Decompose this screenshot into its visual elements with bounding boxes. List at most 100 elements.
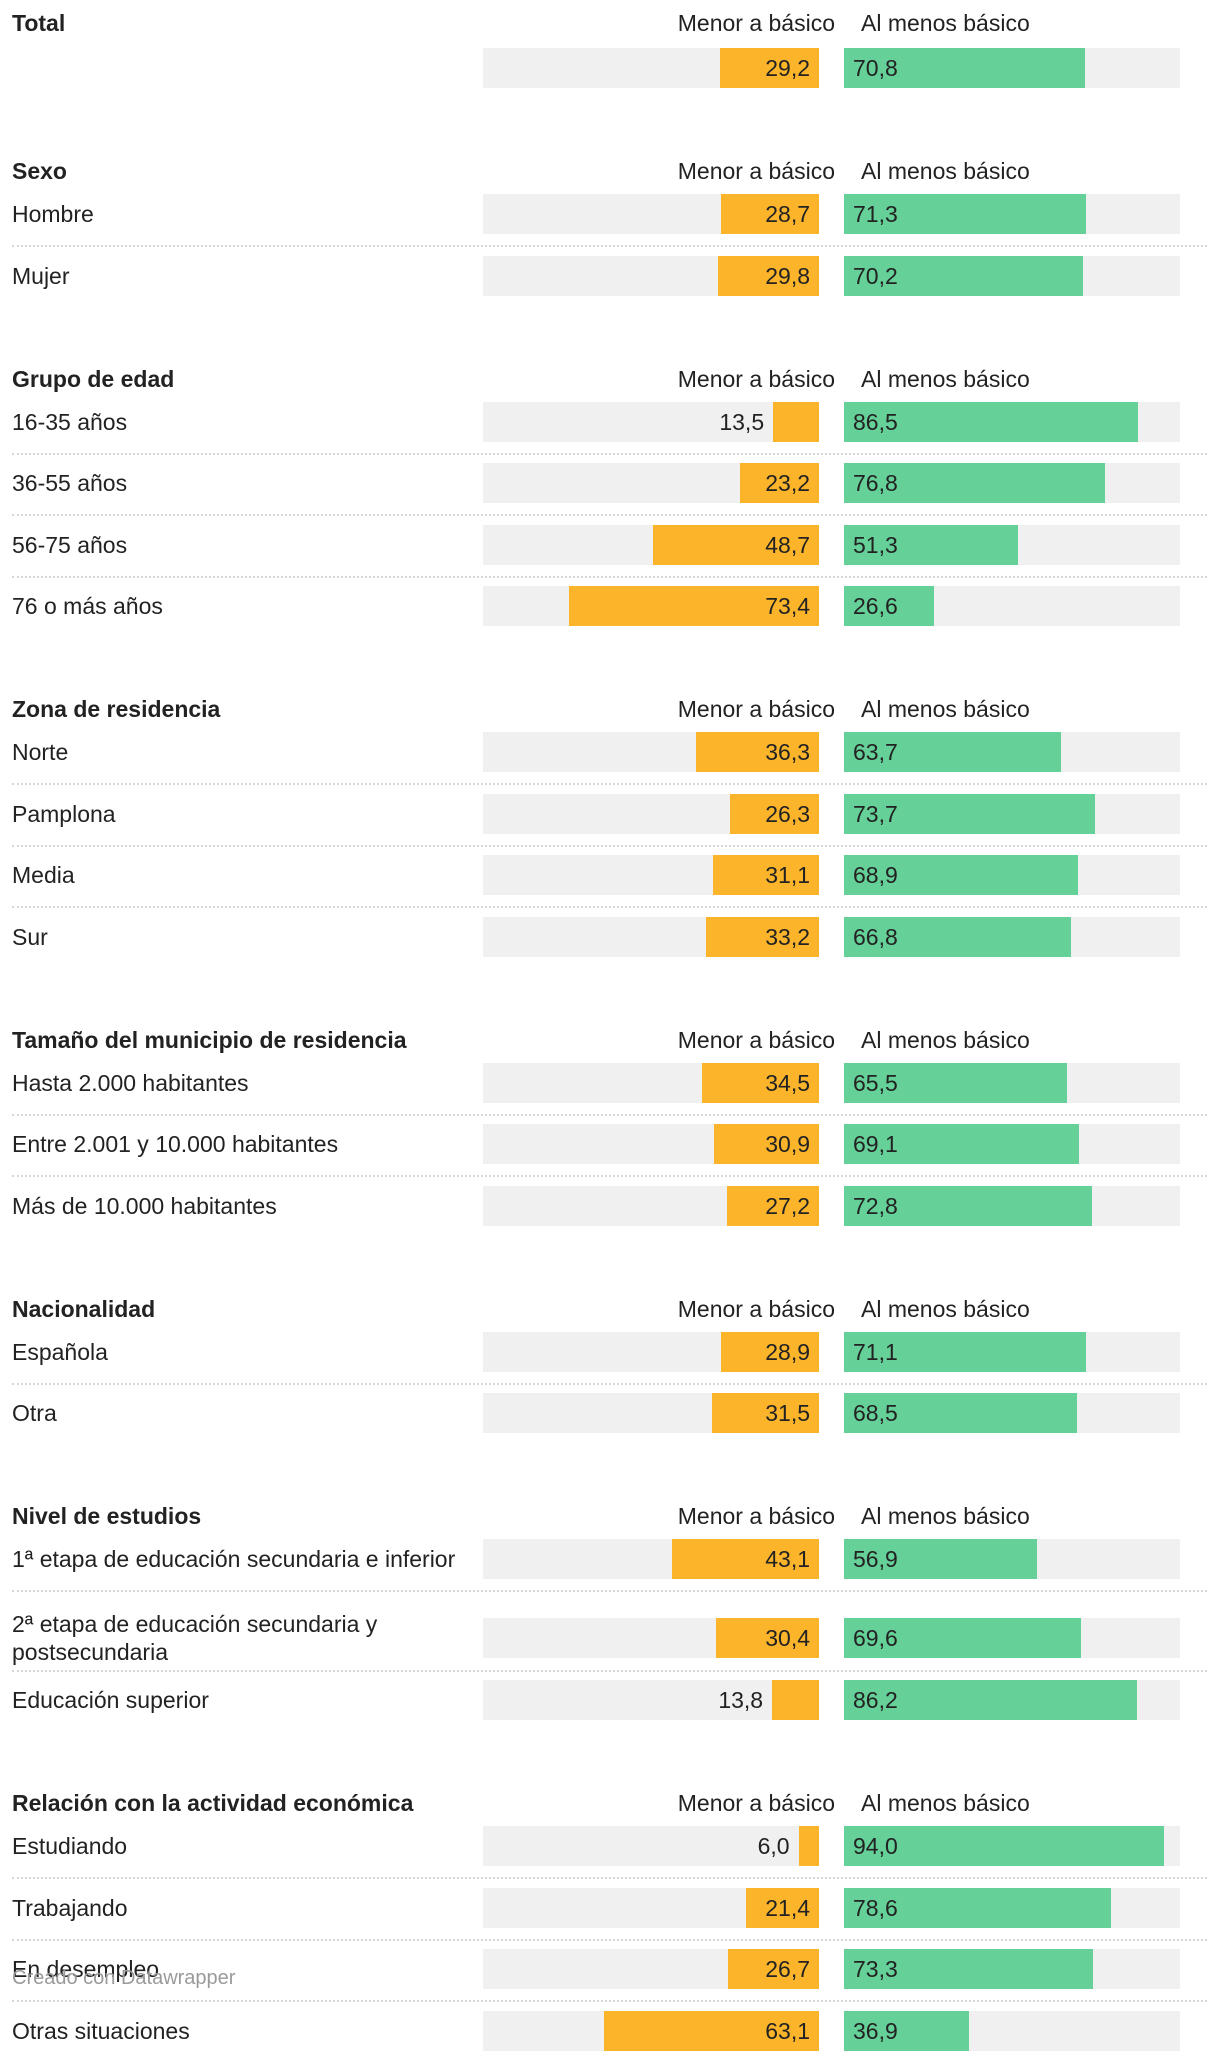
bar-menor-a-basico xyxy=(729,793,819,834)
value-label-menor: 31,5 xyxy=(765,1400,810,1426)
chart-group: Sexo Menor a básico Al menos básico Hombre 2… xyxy=(0,148,1220,314)
row-divider xyxy=(12,1590,1207,1592)
chart-row: 56-75 años 48,7 51,3 xyxy=(0,523,1220,583)
value-label-menor: 28,7 xyxy=(765,201,810,227)
bar-al-menos-basico xyxy=(844,1949,1094,1989)
row-label: Estudiando xyxy=(12,1833,128,1859)
bar-al-menos-basico xyxy=(844,793,1095,834)
column-header-al-menos: Al menos básico xyxy=(861,158,1030,184)
row-label: Española xyxy=(12,1338,108,1365)
bar-al-menos-basico xyxy=(844,524,1019,565)
value-label-al-menos: 72,8 xyxy=(853,1192,898,1219)
value-label-al-menos: 68,5 xyxy=(853,1400,898,1426)
bar-al-menos-basico xyxy=(844,732,1061,772)
bar-menor-a-basico xyxy=(701,1062,819,1103)
bar-al-menos-basico xyxy=(844,401,1139,442)
row-divider xyxy=(12,1175,1207,1177)
bar-al-menos-basico xyxy=(844,1539,1038,1579)
column-header-menor: Menor a básico xyxy=(677,1295,835,1322)
bar-al-menos-basico xyxy=(844,586,935,626)
bar-al-menos-basico xyxy=(844,1331,1086,1372)
value-label-menor: 29,2 xyxy=(765,55,810,81)
row-label: Hombre xyxy=(12,201,94,227)
bar-menor-a-basico xyxy=(746,1887,819,1928)
value-label-menor: 26,7 xyxy=(765,1956,810,1982)
chart-row: Hombre 28,7 71,3 xyxy=(0,192,1220,252)
group-header: Tamaño del municipio de residencia Menor … xyxy=(0,1017,1220,1061)
chart-row: Educación superior 13,8 86,2 xyxy=(0,1678,1220,1738)
bar-menor-a-basico xyxy=(720,1331,819,1372)
value-label-al-menos: 51,3 xyxy=(853,531,898,558)
column-header-menor: Menor a básico xyxy=(677,1026,835,1053)
bar-menor-a-basico xyxy=(719,48,819,88)
chart-row: Más de 10.000 habitantes 27,2 72,8 xyxy=(0,1184,1220,1244)
chart-row: Entre 2.001 y 10.000 habitantes 30,9 69,1 xyxy=(0,1122,1220,1182)
row-divider xyxy=(12,1382,1207,1385)
column-header-menor: Menor a básico xyxy=(677,365,835,392)
value-label-menor: 13,5 xyxy=(719,408,765,435)
column-header-al-menos: Al menos básico xyxy=(861,1026,1030,1053)
bar-menor-a-basico xyxy=(672,1539,819,1579)
value-label-al-menos: 36,9 xyxy=(853,2017,898,2044)
chart-row: 76 o más años 73,4 26,6 xyxy=(0,584,1220,644)
value-label-al-menos: 86,5 xyxy=(853,408,898,435)
value-label-menor: 30,9 xyxy=(765,1131,810,1157)
bar-menor-a-basico xyxy=(715,1617,819,1658)
value-label-menor: 30,4 xyxy=(765,1624,810,1651)
group-header: Relación con la actividad económica Menor… xyxy=(0,1780,1220,1824)
group-title: Nivel de estudios xyxy=(12,1503,202,1529)
value-label-al-menos: 69,6 xyxy=(853,1624,898,1651)
group-header: Sexo Menor a básico Al menos básico xyxy=(0,148,1220,192)
chart-row: Otra 31,5 68,5 xyxy=(0,1391,1220,1451)
value-label-menor: 26,3 xyxy=(765,800,810,827)
bar-al-menos-basico xyxy=(844,463,1106,503)
column-header-menor: Menor a básico xyxy=(677,1503,835,1529)
value-label-menor: 21,4 xyxy=(765,1894,810,1921)
value-label-menor: 27,2 xyxy=(765,1192,810,1219)
group-header: Grupo de edad Menor a básico Al menos bási… xyxy=(0,356,1220,400)
value-label-menor: 33,2 xyxy=(765,923,810,950)
bar-menor-a-basico xyxy=(711,1393,819,1433)
group-header: Nivel de estudios Menor a básico Al menos … xyxy=(0,1493,1220,1537)
value-label-menor: 48,7 xyxy=(765,531,810,558)
row-label: Otras situaciones xyxy=(12,2017,190,2044)
bar-background-menor xyxy=(483,1680,819,1720)
row-divider xyxy=(12,1113,1207,1116)
chart-row: Otras situaciones 63,1 36,9 xyxy=(0,2009,1220,2069)
bar-al-menos-basico xyxy=(844,1680,1138,1720)
group-title: Relación con la actividad económica xyxy=(12,1790,414,1816)
row-label: 1ª etapa de educación secundaria e infer… xyxy=(12,1546,456,1572)
bar-menor-a-basico xyxy=(798,1826,819,1866)
chart-row: En desempleo 26,7 73,3 xyxy=(0,1947,1220,2007)
value-label-al-menos: 56,9 xyxy=(853,1546,898,1572)
bar-menor-a-basico xyxy=(695,732,819,772)
chart-group: Zona de residencia Menor a básico Al menos… xyxy=(0,686,1220,975)
chart-row: Pamplona 26,3 73,7 xyxy=(0,792,1220,852)
value-label-menor: 31,1 xyxy=(765,862,810,888)
bar-background-menor xyxy=(483,401,819,442)
value-label-al-menos: 65,5 xyxy=(853,1069,898,1096)
chart-group: Tamaño del municipio de residencia Menor … xyxy=(0,1017,1220,1244)
value-label-menor: 23,2 xyxy=(765,470,810,496)
bar-al-menos-basico xyxy=(844,48,1085,88)
column-header-menor: Menor a básico xyxy=(677,1790,835,1816)
chart-row: 29,2 70,8 xyxy=(0,46,1220,106)
bar-menor-a-basico xyxy=(726,1185,819,1226)
value-label-al-menos: 66,8 xyxy=(853,923,898,950)
value-label-menor: 29,8 xyxy=(765,262,810,289)
row-label: 16-35 años xyxy=(12,408,128,435)
bar-al-menos-basico xyxy=(844,194,1087,234)
row-divider xyxy=(12,514,1207,516)
row-label: 76 o más años xyxy=(12,593,163,619)
chart-row: 2ª etapa de educación secundaria y posts… xyxy=(0,1599,1220,1677)
bar-al-menos-basico xyxy=(844,1393,1077,1433)
bar-menor-a-basico xyxy=(721,194,819,234)
bar-al-menos-basico xyxy=(844,1124,1079,1164)
row-label: 36-55 años xyxy=(12,470,128,496)
group-title: Grupo de edad xyxy=(12,365,175,392)
chart-group: Total Menor a básico Al menos básico 29,2 70… xyxy=(0,0,1220,106)
row-label: Educación superior xyxy=(12,1687,209,1713)
datawrapper-credit: Creado con Datawrapper xyxy=(12,1967,236,1989)
value-label-al-menos: 69,1 xyxy=(853,1131,898,1157)
